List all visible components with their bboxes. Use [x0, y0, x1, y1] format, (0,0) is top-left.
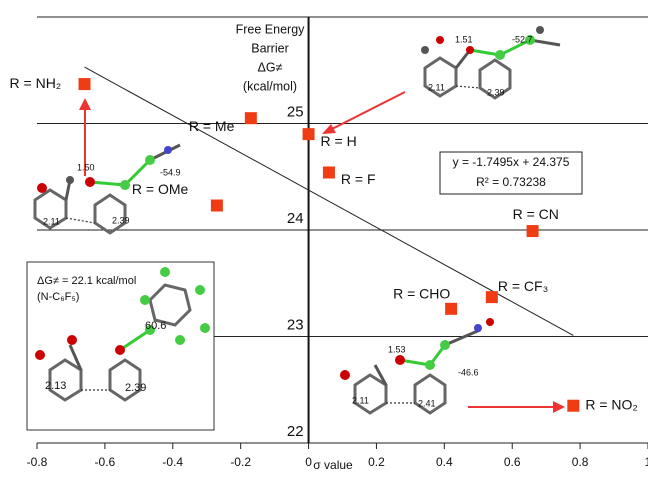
inset-label: 1.51	[455, 34, 473, 44]
point	[527, 225, 539, 237]
point-label: R = CN	[513, 206, 559, 222]
point	[323, 166, 335, 178]
y-tick-label: 23	[287, 316, 304, 333]
chart: y = -1.7495x + 24.375 R² = 0.73238 σ val…	[0, 0, 648, 486]
inset-label: 2.11	[428, 82, 445, 92]
y-axis-title: (kcal/mol)	[243, 79, 297, 93]
inset-label: 1.50	[77, 162, 95, 172]
point	[486, 291, 498, 303]
x-tick-label: 0.4	[436, 455, 453, 469]
x-axis-title: σ value	[313, 458, 353, 472]
inset-label: -46.6	[458, 367, 479, 377]
inset-label: 1.53	[388, 344, 406, 354]
inset-label: -52.7	[512, 34, 533, 44]
inset-label: ΔG≠ = 22.1 kcal/mol	[37, 275, 136, 287]
point-label: R = CHO	[393, 286, 450, 302]
x-tick-label: 0.8	[572, 455, 589, 469]
inset-label: 2.39	[487, 87, 505, 97]
inset-label: 2.11	[352, 395, 369, 405]
x-tick-label: -0.8	[27, 455, 48, 469]
equation-line: R² = 0.73238	[476, 175, 546, 189]
x-tick-label: -0.6	[95, 455, 116, 469]
x-tick-label: 0.6	[504, 455, 521, 469]
equation-line: y = -1.7495x + 24.375	[453, 155, 570, 169]
inset-label: 60.6	[145, 320, 166, 332]
y-axis-title: Free Energy	[236, 22, 306, 36]
inset-label: 2.41	[418, 398, 436, 408]
point-label: R = Me	[189, 118, 235, 134]
inset-label: 2.39	[112, 215, 130, 225]
x-tick-label: 1	[645, 455, 648, 469]
x-tick-label: -0.4	[162, 455, 183, 469]
point	[79, 78, 91, 90]
point-label: R = OMe	[132, 181, 189, 197]
inset-label: 2.13	[45, 380, 66, 392]
point-label: R = CF₃	[498, 278, 548, 294]
y-tick-label: 24	[287, 210, 304, 227]
point	[303, 128, 315, 140]
inset-label: (N-C₆F₅)	[37, 291, 79, 303]
point	[567, 400, 579, 412]
x-tick-label: 0.2	[368, 455, 385, 469]
y-axis-title: Barrier	[251, 41, 289, 55]
point	[211, 200, 223, 212]
point	[445, 303, 457, 315]
inset-label: 2.11	[43, 216, 60, 226]
x-tick-label: 0	[305, 455, 312, 469]
point	[245, 112, 257, 124]
inset-label: -54.9	[160, 167, 181, 177]
point-label: R = NO₂	[585, 396, 638, 412]
point-label: R = NH₂	[10, 75, 62, 91]
y-tick-label: 25	[287, 103, 304, 120]
point-label: R = H	[321, 133, 357, 149]
point-label: R = F	[341, 171, 376, 187]
y-tick-label: 22	[287, 423, 304, 440]
inset-label: 2.39	[125, 382, 146, 394]
y-axis-title: ΔG≠	[258, 60, 283, 74]
x-tick-label: -0.2	[230, 455, 251, 469]
